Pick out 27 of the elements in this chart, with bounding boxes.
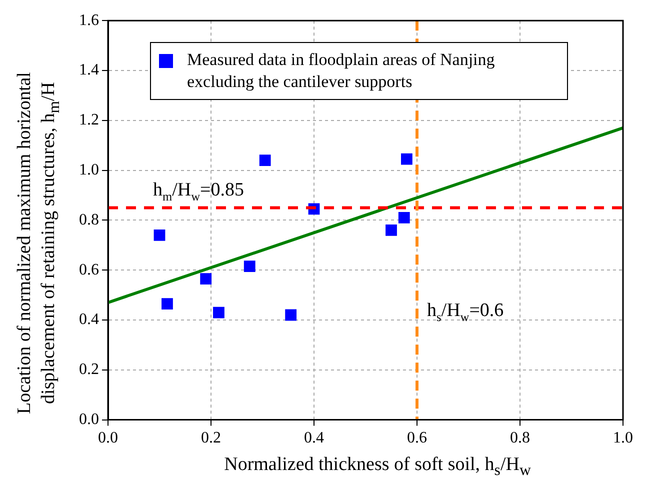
- y-tick-label: 1.4: [79, 62, 99, 79]
- point: [244, 260, 256, 272]
- point: [386, 224, 397, 236]
- x-tick-label: 0.0: [98, 430, 118, 447]
- x-tick-label: 1.0: [613, 430, 633, 447]
- point: [285, 309, 297, 321]
- y-tick-label: 0.0: [79, 411, 99, 428]
- x-tick-label: 0.8: [510, 430, 530, 447]
- y-tick-label: 0.2: [79, 361, 99, 378]
- point: [259, 154, 271, 166]
- point: [162, 298, 173, 310]
- y-tick-label: 0.6: [79, 261, 99, 278]
- point: [200, 273, 212, 285]
- point: [401, 153, 412, 165]
- y-tick-label: 1.6: [79, 12, 99, 29]
- legend-label: Measured data in floodplain areas of Nanjing excluding the cantilever supports: [187, 49, 496, 93]
- x-axis-title: Normalized thickness of soft soil, h$_{s}$/H$_{w}$: [223, 454, 532, 480]
- y-tick-label: 1.0: [79, 162, 99, 179]
- point: [213, 306, 224, 318]
- point: [398, 212, 410, 224]
- y-tick-label: 0.4: [79, 311, 99, 328]
- point: [154, 229, 166, 241]
- x-tick-label: 0.2: [201, 430, 221, 447]
- x-tick-label: 0.6: [407, 430, 427, 447]
- y-tick-label: 0.8: [79, 211, 99, 228]
- x-tick-label: 0.4: [304, 430, 324, 447]
- y-tick-label: 1.2: [79, 112, 99, 129]
